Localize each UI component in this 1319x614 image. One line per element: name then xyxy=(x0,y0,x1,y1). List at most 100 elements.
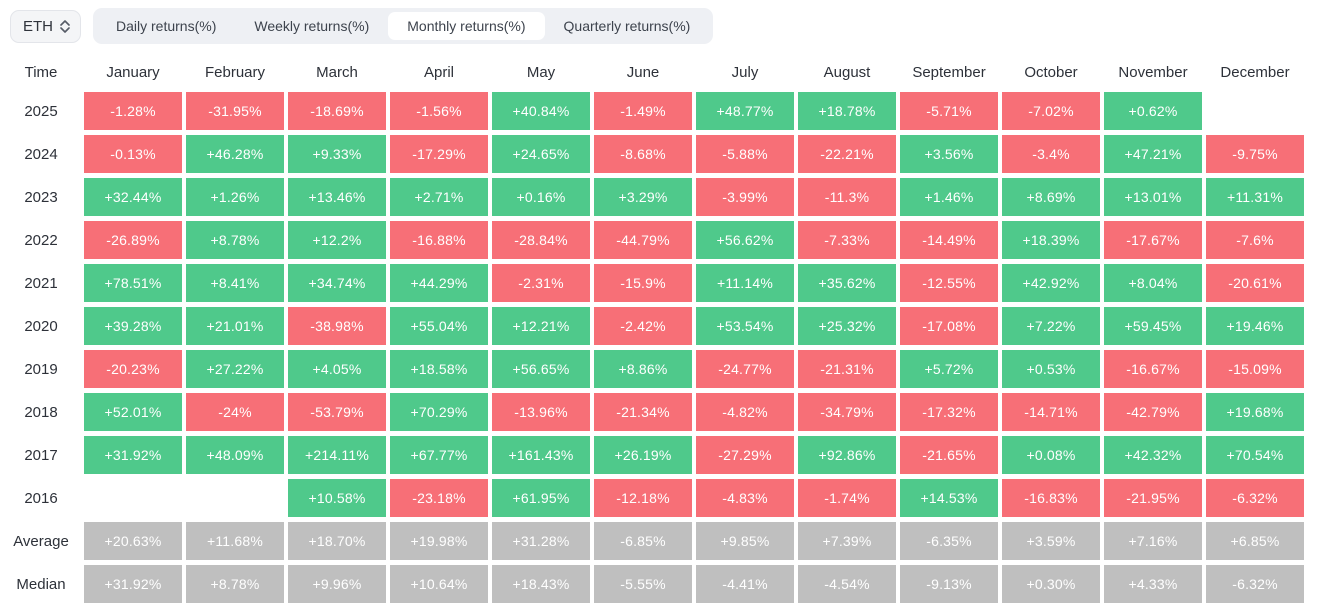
return-cell: -20.23% xyxy=(84,350,182,388)
return-cell: -6.32% xyxy=(1206,479,1304,517)
return-cell: -14.71% xyxy=(1002,393,1100,431)
return-cell: +8.86% xyxy=(594,350,692,388)
return-cell: +12.2% xyxy=(288,221,386,259)
return-cell: -3.4% xyxy=(1002,135,1100,173)
return-cell: -7.6% xyxy=(1206,221,1304,259)
tab-monthly-returns[interactable]: Monthly returns(%) xyxy=(388,12,545,40)
updown-chevron-icon xyxy=(60,19,70,33)
return-cell: +92.86% xyxy=(798,436,896,474)
return-cell: -9.75% xyxy=(1206,135,1304,173)
row-label-2019: 2019 xyxy=(24,360,58,378)
return-cell: -7.33% xyxy=(798,221,896,259)
return-cell: +31.92% xyxy=(84,436,182,474)
return-cell: -34.79% xyxy=(798,393,896,431)
row-label-median: Median xyxy=(16,575,66,593)
return-cell: +11.31% xyxy=(1206,178,1304,216)
return-cell: +10.64% xyxy=(390,565,488,603)
return-cell: +4.33% xyxy=(1104,565,1202,603)
symbol-select-value: ETH xyxy=(23,17,53,35)
tab-daily-returns[interactable]: Daily returns(%) xyxy=(116,18,217,34)
return-cell: +56.62% xyxy=(696,221,794,259)
column-header-june: June xyxy=(626,63,660,81)
return-cell: +46.28% xyxy=(186,135,284,173)
return-cell: -28.84% xyxy=(492,221,590,259)
return-cell: +8.78% xyxy=(186,565,284,603)
return-cell: +13.01% xyxy=(1104,178,1202,216)
return-cell: +26.19% xyxy=(594,436,692,474)
returns-table: Time January February March April May June July… xyxy=(2,57,1319,603)
return-cell: +0.16% xyxy=(492,178,590,216)
row-label-2024: 2024 xyxy=(24,145,58,163)
return-cell: +42.92% xyxy=(1002,264,1100,302)
return-cell: +13.46% xyxy=(288,178,386,216)
return-cell: -12.55% xyxy=(900,264,998,302)
return-cell: -38.98% xyxy=(288,307,386,345)
return-cell: +12.21% xyxy=(492,307,590,345)
return-cell: +6.85% xyxy=(1206,522,1304,560)
return-cell: -2.42% xyxy=(594,307,692,345)
return-cell: +10.58% xyxy=(288,479,386,517)
return-cell: +78.51% xyxy=(84,264,182,302)
return-cell: +4.05% xyxy=(288,350,386,388)
return-cell: -14.49% xyxy=(900,221,998,259)
return-cell: -6.35% xyxy=(900,522,998,560)
return-cell: -16.67% xyxy=(1104,350,1202,388)
return-cell xyxy=(1206,92,1304,130)
return-cell: -13.96% xyxy=(492,393,590,431)
return-cell: +55.04% xyxy=(390,307,488,345)
return-cell: -20.61% xyxy=(1206,264,1304,302)
return-cell: -18.69% xyxy=(288,92,386,130)
return-cell: +3.29% xyxy=(594,178,692,216)
return-cell: +44.29% xyxy=(390,264,488,302)
return-cell: +42.32% xyxy=(1104,436,1202,474)
tab-weekly-returns[interactable]: Weekly returns(%) xyxy=(254,18,370,34)
return-cell: -5.71% xyxy=(900,92,998,130)
return-cell: +32.44% xyxy=(84,178,182,216)
return-cell: -1.49% xyxy=(594,92,692,130)
return-cell: +31.28% xyxy=(492,522,590,560)
return-cell: +0.62% xyxy=(1104,92,1202,130)
return-cell: +19.98% xyxy=(390,522,488,560)
return-cell: -17.67% xyxy=(1104,221,1202,259)
symbol-select[interactable]: ETH xyxy=(10,9,81,43)
return-cell: +214.11% xyxy=(288,436,386,474)
return-cell: +0.08% xyxy=(1002,436,1100,474)
column-header-november: November xyxy=(1118,63,1188,81)
return-cell: -1.74% xyxy=(798,479,896,517)
column-header-may: May xyxy=(526,63,556,81)
return-cell: -6.32% xyxy=(1206,565,1304,603)
return-cell: +8.69% xyxy=(1002,178,1100,216)
return-cell: -31.95% xyxy=(186,92,284,130)
return-cell: -16.83% xyxy=(1002,479,1100,517)
column-header-september: September xyxy=(912,63,986,81)
return-cell: +3.56% xyxy=(900,135,998,173)
row-label-2016: 2016 xyxy=(24,489,58,507)
return-cell: +7.39% xyxy=(798,522,896,560)
return-cell: -15.9% xyxy=(594,264,692,302)
return-cell: -12.18% xyxy=(594,479,692,517)
row-label-2025: 2025 xyxy=(24,102,58,120)
return-cell: -53.79% xyxy=(288,393,386,431)
return-cell: +8.04% xyxy=(1104,264,1202,302)
return-cell: -9.13% xyxy=(900,565,998,603)
return-cell: +161.43% xyxy=(492,436,590,474)
return-cell: +18.43% xyxy=(492,565,590,603)
return-cell xyxy=(84,479,182,517)
return-cell: +39.28% xyxy=(84,307,182,345)
column-header-december: December xyxy=(1220,63,1290,81)
return-cell: +56.65% xyxy=(492,350,590,388)
return-cell: -17.08% xyxy=(900,307,998,345)
tab-quarterly-returns[interactable]: Quarterly returns(%) xyxy=(563,18,691,34)
return-cell: -26.89% xyxy=(84,221,182,259)
return-cell: +9.96% xyxy=(288,565,386,603)
return-cell: +18.70% xyxy=(288,522,386,560)
return-cell: -15.09% xyxy=(1206,350,1304,388)
return-cell: -21.65% xyxy=(900,436,998,474)
return-cell: +7.16% xyxy=(1104,522,1202,560)
return-cell: -44.79% xyxy=(594,221,692,259)
row-label-2018: 2018 xyxy=(24,403,58,421)
column-header-time: Time xyxy=(24,63,58,81)
return-cell: +61.95% xyxy=(492,479,590,517)
return-cell: -23.18% xyxy=(390,479,488,517)
return-cell: +0.30% xyxy=(1002,565,1100,603)
